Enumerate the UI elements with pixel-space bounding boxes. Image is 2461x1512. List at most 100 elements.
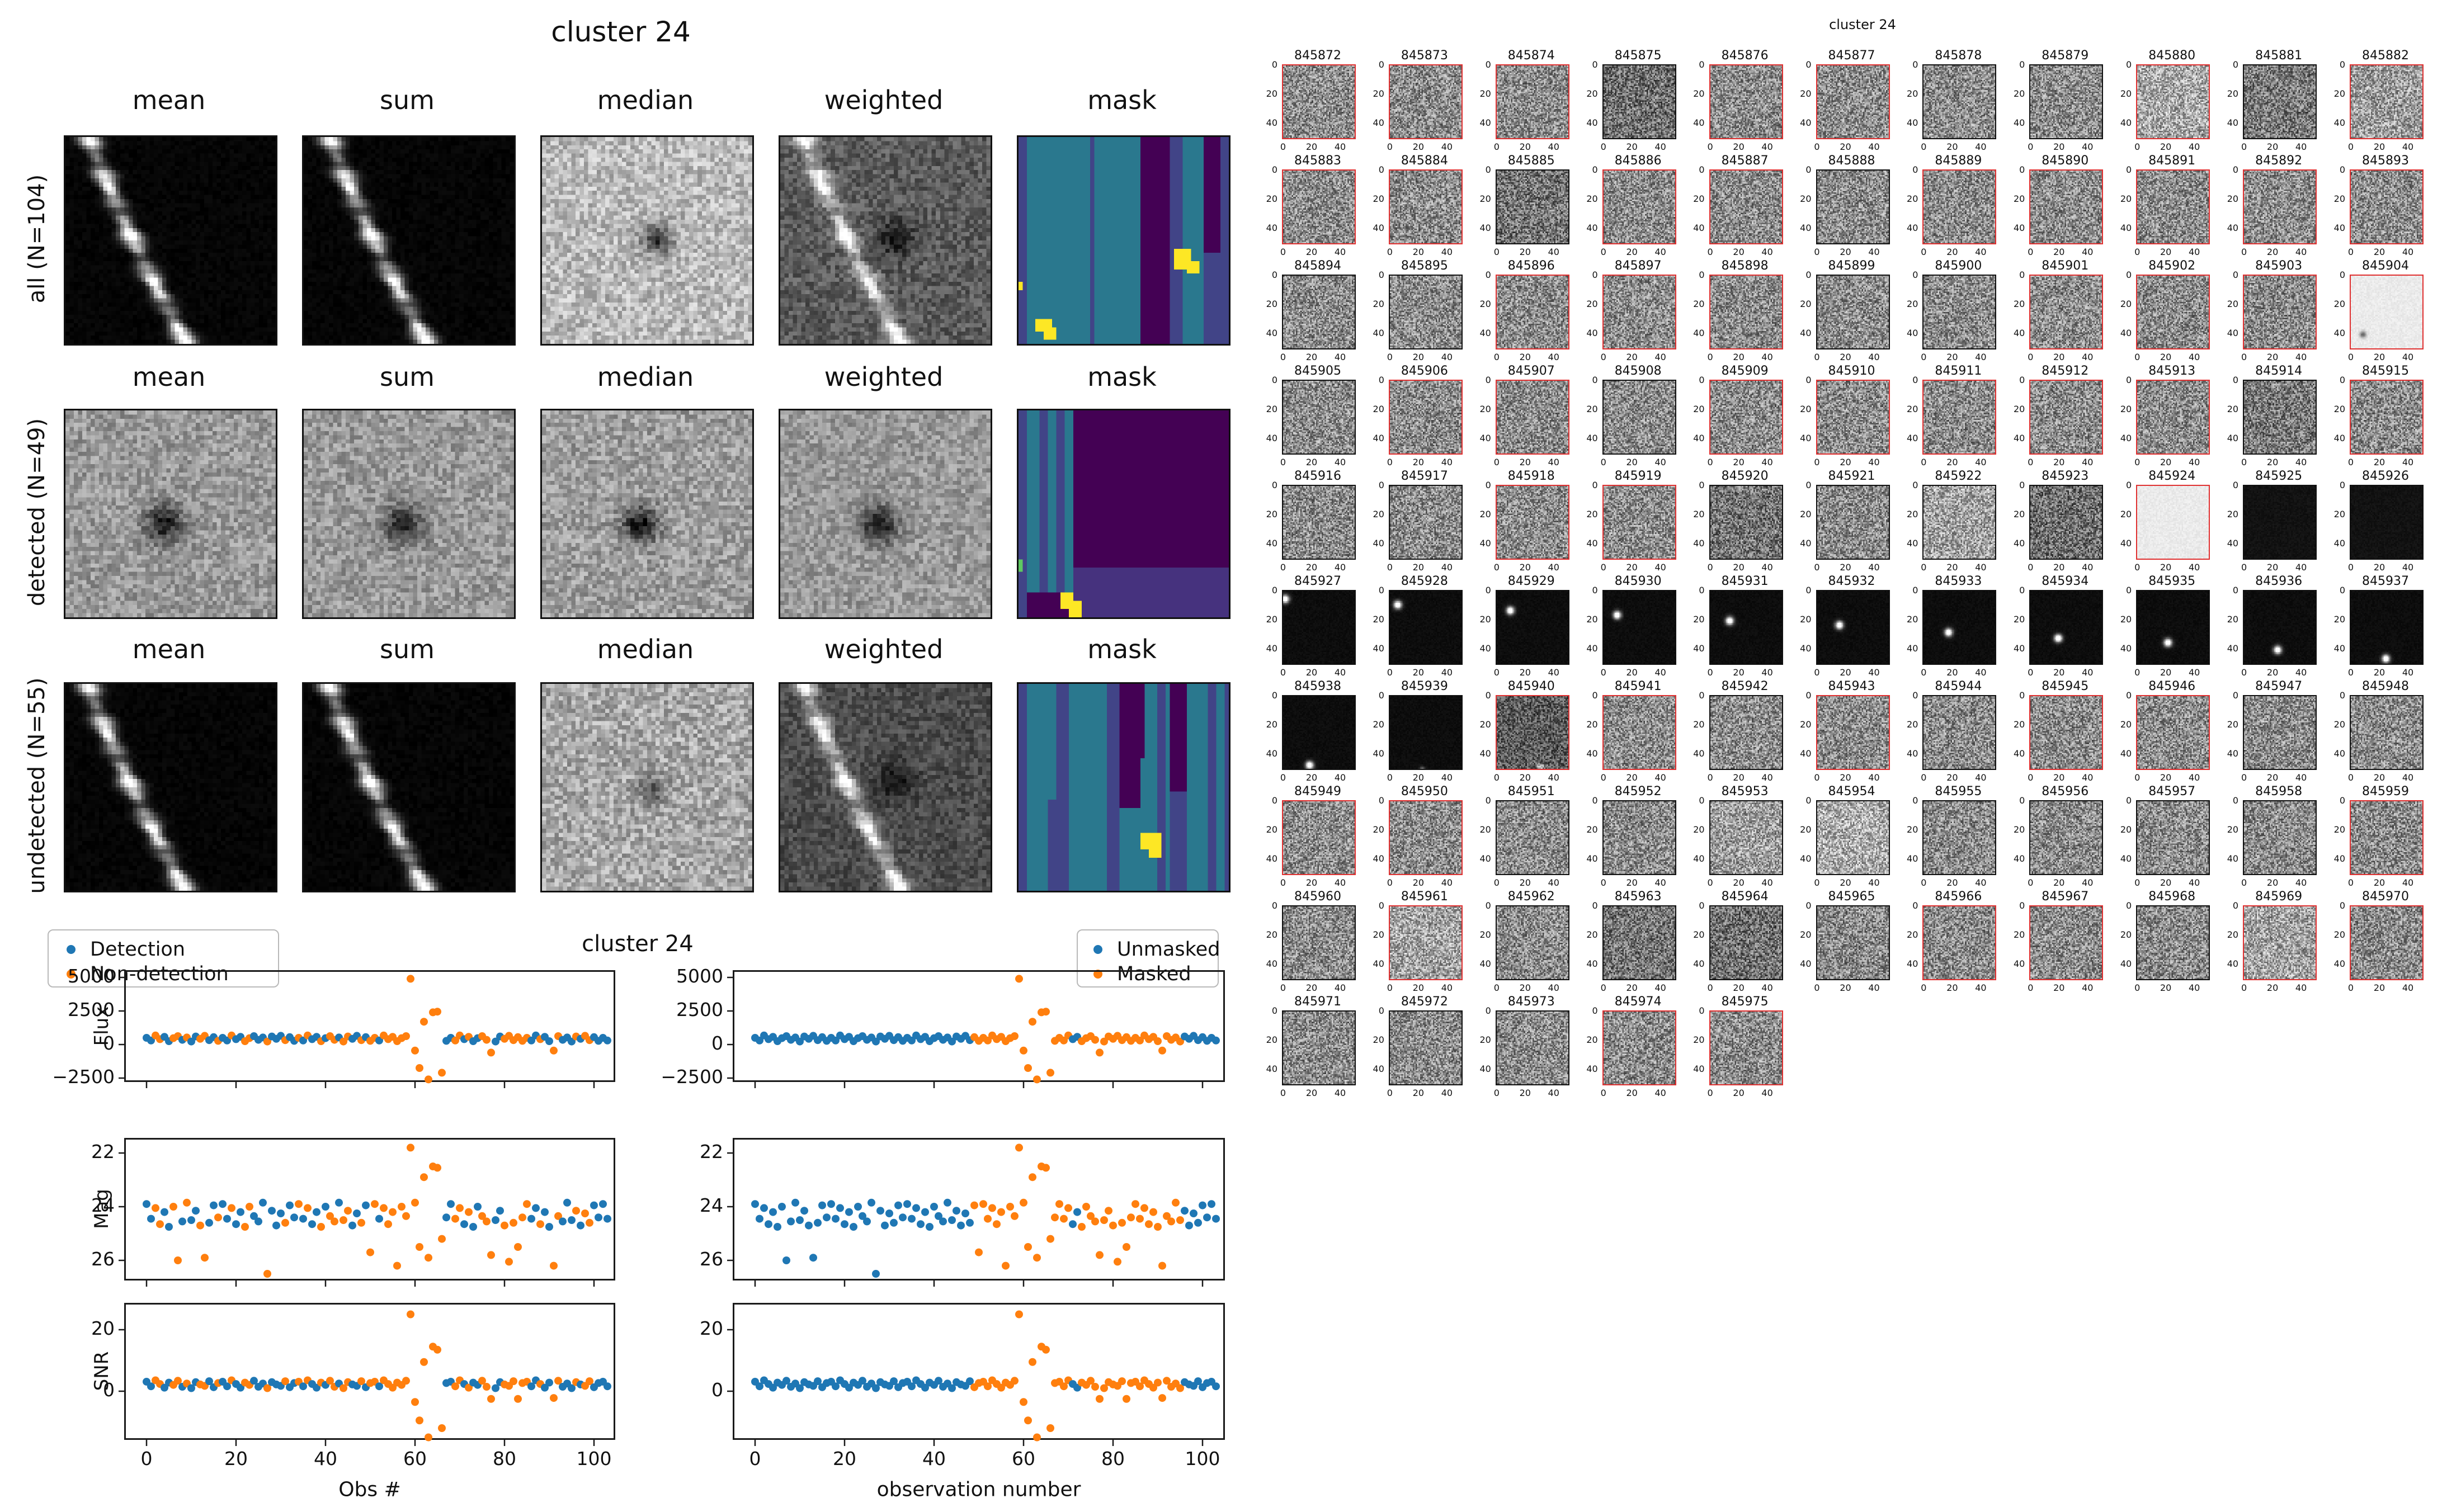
- thumb-ytick: 40: [1266, 223, 1277, 233]
- scatter-point: [894, 1201, 902, 1209]
- xtick-right: 60: [1012, 1448, 1035, 1470]
- ytick-snr-right: 20: [700, 1317, 723, 1339]
- cutout-thumbnail-845903: [2243, 275, 2317, 349]
- thumb-ytick: 40: [1800, 958, 1812, 969]
- thumb-xtick: 0: [2028, 982, 2034, 993]
- thumb-ytick: 0: [1592, 690, 1598, 701]
- thumb-xtick: 20: [2160, 877, 2172, 888]
- thumb-xtick: 40: [2295, 667, 2307, 678]
- cutout-thumbnail-845914: [2243, 380, 2317, 455]
- scatter-point: [241, 1223, 249, 1231]
- scatter-point: [1082, 1203, 1090, 1211]
- thumb-xtick: 40: [1548, 772, 1559, 783]
- scatter-point: [1190, 1209, 1198, 1217]
- thumb-xtick: 20: [2266, 982, 2279, 993]
- thumb-ytick: 40: [1586, 433, 1598, 443]
- thumb-ytick: 20: [1800, 509, 1812, 519]
- thumbnail-id: 845960: [1294, 890, 1341, 904]
- scatter-point: [568, 1037, 576, 1046]
- thumb-xtick: 20: [2160, 982, 2172, 993]
- thumb-xtick: 0: [2134, 457, 2141, 467]
- thumb-xtick: 20: [1305, 352, 1318, 362]
- xtick-right: 100: [1185, 1448, 1220, 1470]
- thumb-xtick: 20: [2266, 562, 2279, 573]
- thumb-ytick: 40: [1586, 748, 1598, 759]
- thumb-xtick: 40: [1975, 982, 1987, 993]
- scatter-point: [559, 1217, 567, 1226]
- scatter-point: [1055, 1200, 1063, 1208]
- scatter-point: [1167, 1217, 1175, 1226]
- thumb-xtick: 0: [1493, 247, 1500, 257]
- column-header-weighted: weighted: [824, 85, 944, 115]
- thumb-ytick: 20: [2227, 509, 2239, 519]
- thumb-ytick: 40: [1479, 328, 1491, 338]
- thumb-ytick: 0: [1378, 164, 1384, 175]
- thumb-xtick: 0: [2241, 667, 2247, 678]
- thumb-ytick: 20: [1907, 404, 1918, 414]
- thumb-xtick: 0: [1387, 457, 1393, 467]
- thumb-ytick: 0: [1485, 480, 1491, 490]
- scatter-point: [796, 1216, 804, 1224]
- thumb-ytick: 0: [1592, 795, 1598, 806]
- thumb-ytick: 40: [1373, 958, 1384, 969]
- thumb-xtick: 0: [2028, 352, 2034, 362]
- thumb-ytick: 40: [2333, 958, 2345, 969]
- scatter-point: [948, 1384, 956, 1392]
- column-header-weighted: weighted: [824, 362, 944, 392]
- cutout-image-und_weighted: [779, 682, 992, 892]
- cutout-thumbnail-845970: [2350, 905, 2424, 980]
- thumb-xtick: 20: [2160, 352, 2172, 362]
- thumb-xtick: 40: [2189, 247, 2200, 257]
- thumb-ytick: 40: [2120, 538, 2132, 549]
- cutout-thumbnail-845972: [1388, 1010, 1463, 1085]
- scatter-point: [1163, 1377, 1171, 1385]
- thumbnail-id: 845959: [2362, 785, 2409, 798]
- scatter-point: [1181, 1207, 1189, 1215]
- scatter-point: [1100, 1384, 1108, 1392]
- thumb-ytick: 0: [1378, 900, 1384, 911]
- thumb-ytick: 0: [1912, 690, 1918, 701]
- thumb-ytick: 20: [2227, 193, 2239, 204]
- scatter-point: [868, 1198, 875, 1207]
- thumbnail-id: 845945: [2042, 679, 2089, 693]
- scatter-point: [1060, 1036, 1068, 1045]
- thumb-xtick: 0: [2347, 247, 2354, 257]
- xtick-right: 0: [749, 1448, 761, 1470]
- thumb-ytick: 40: [1479, 117, 1491, 128]
- thumb-ytick: 0: [1699, 585, 1705, 596]
- scatter-point: [832, 1036, 840, 1045]
- scatter-point: [756, 1215, 763, 1223]
- thumb-ytick: 40: [2333, 643, 2345, 654]
- scatter-point: [1199, 1201, 1206, 1209]
- cutout-thumbnail-845959: [2350, 800, 2424, 875]
- thumb-ytick: 20: [1693, 509, 1705, 519]
- scatter-point: [850, 1223, 857, 1231]
- thumb-ytick: 40: [2227, 643, 2239, 654]
- thumb-xtick: 40: [1975, 562, 1987, 573]
- scatter-point: [1149, 1208, 1157, 1216]
- thumb-xtick: 40: [2189, 667, 2200, 678]
- cutout-thumbnail-845950: [1388, 800, 1463, 875]
- scatter-point: [286, 1201, 294, 1209]
- scatter-point: [371, 1200, 379, 1208]
- thumb-ytick: 20: [1907, 193, 1918, 204]
- scatter-point: [997, 1208, 1005, 1216]
- thumb-xtick: 40: [1654, 457, 1666, 467]
- scatter-point: [402, 1032, 410, 1040]
- scatter-point: [876, 1207, 884, 1215]
- thumb-ytick: 0: [1271, 690, 1277, 701]
- thumb-ytick: 20: [2120, 509, 2132, 519]
- thumb-xtick: 40: [1654, 1088, 1666, 1098]
- thumb-xtick: 40: [1441, 667, 1453, 678]
- scatter-point: [416, 1416, 423, 1425]
- scatter-point: [827, 1200, 835, 1208]
- cutout-thumbnail-845872: [1282, 64, 1356, 139]
- thumb-xtick: 40: [2082, 562, 2094, 573]
- thumb-xtick: 0: [2241, 772, 2247, 783]
- cutout-thumbnail-845968: [2136, 905, 2210, 980]
- scatter-point: [859, 1212, 866, 1220]
- thumbnail-id: 845891: [2148, 154, 2196, 168]
- thumb-ytick: 20: [1479, 193, 1491, 204]
- scatter-point: [944, 1198, 951, 1207]
- thumb-ytick: 40: [2227, 328, 2239, 338]
